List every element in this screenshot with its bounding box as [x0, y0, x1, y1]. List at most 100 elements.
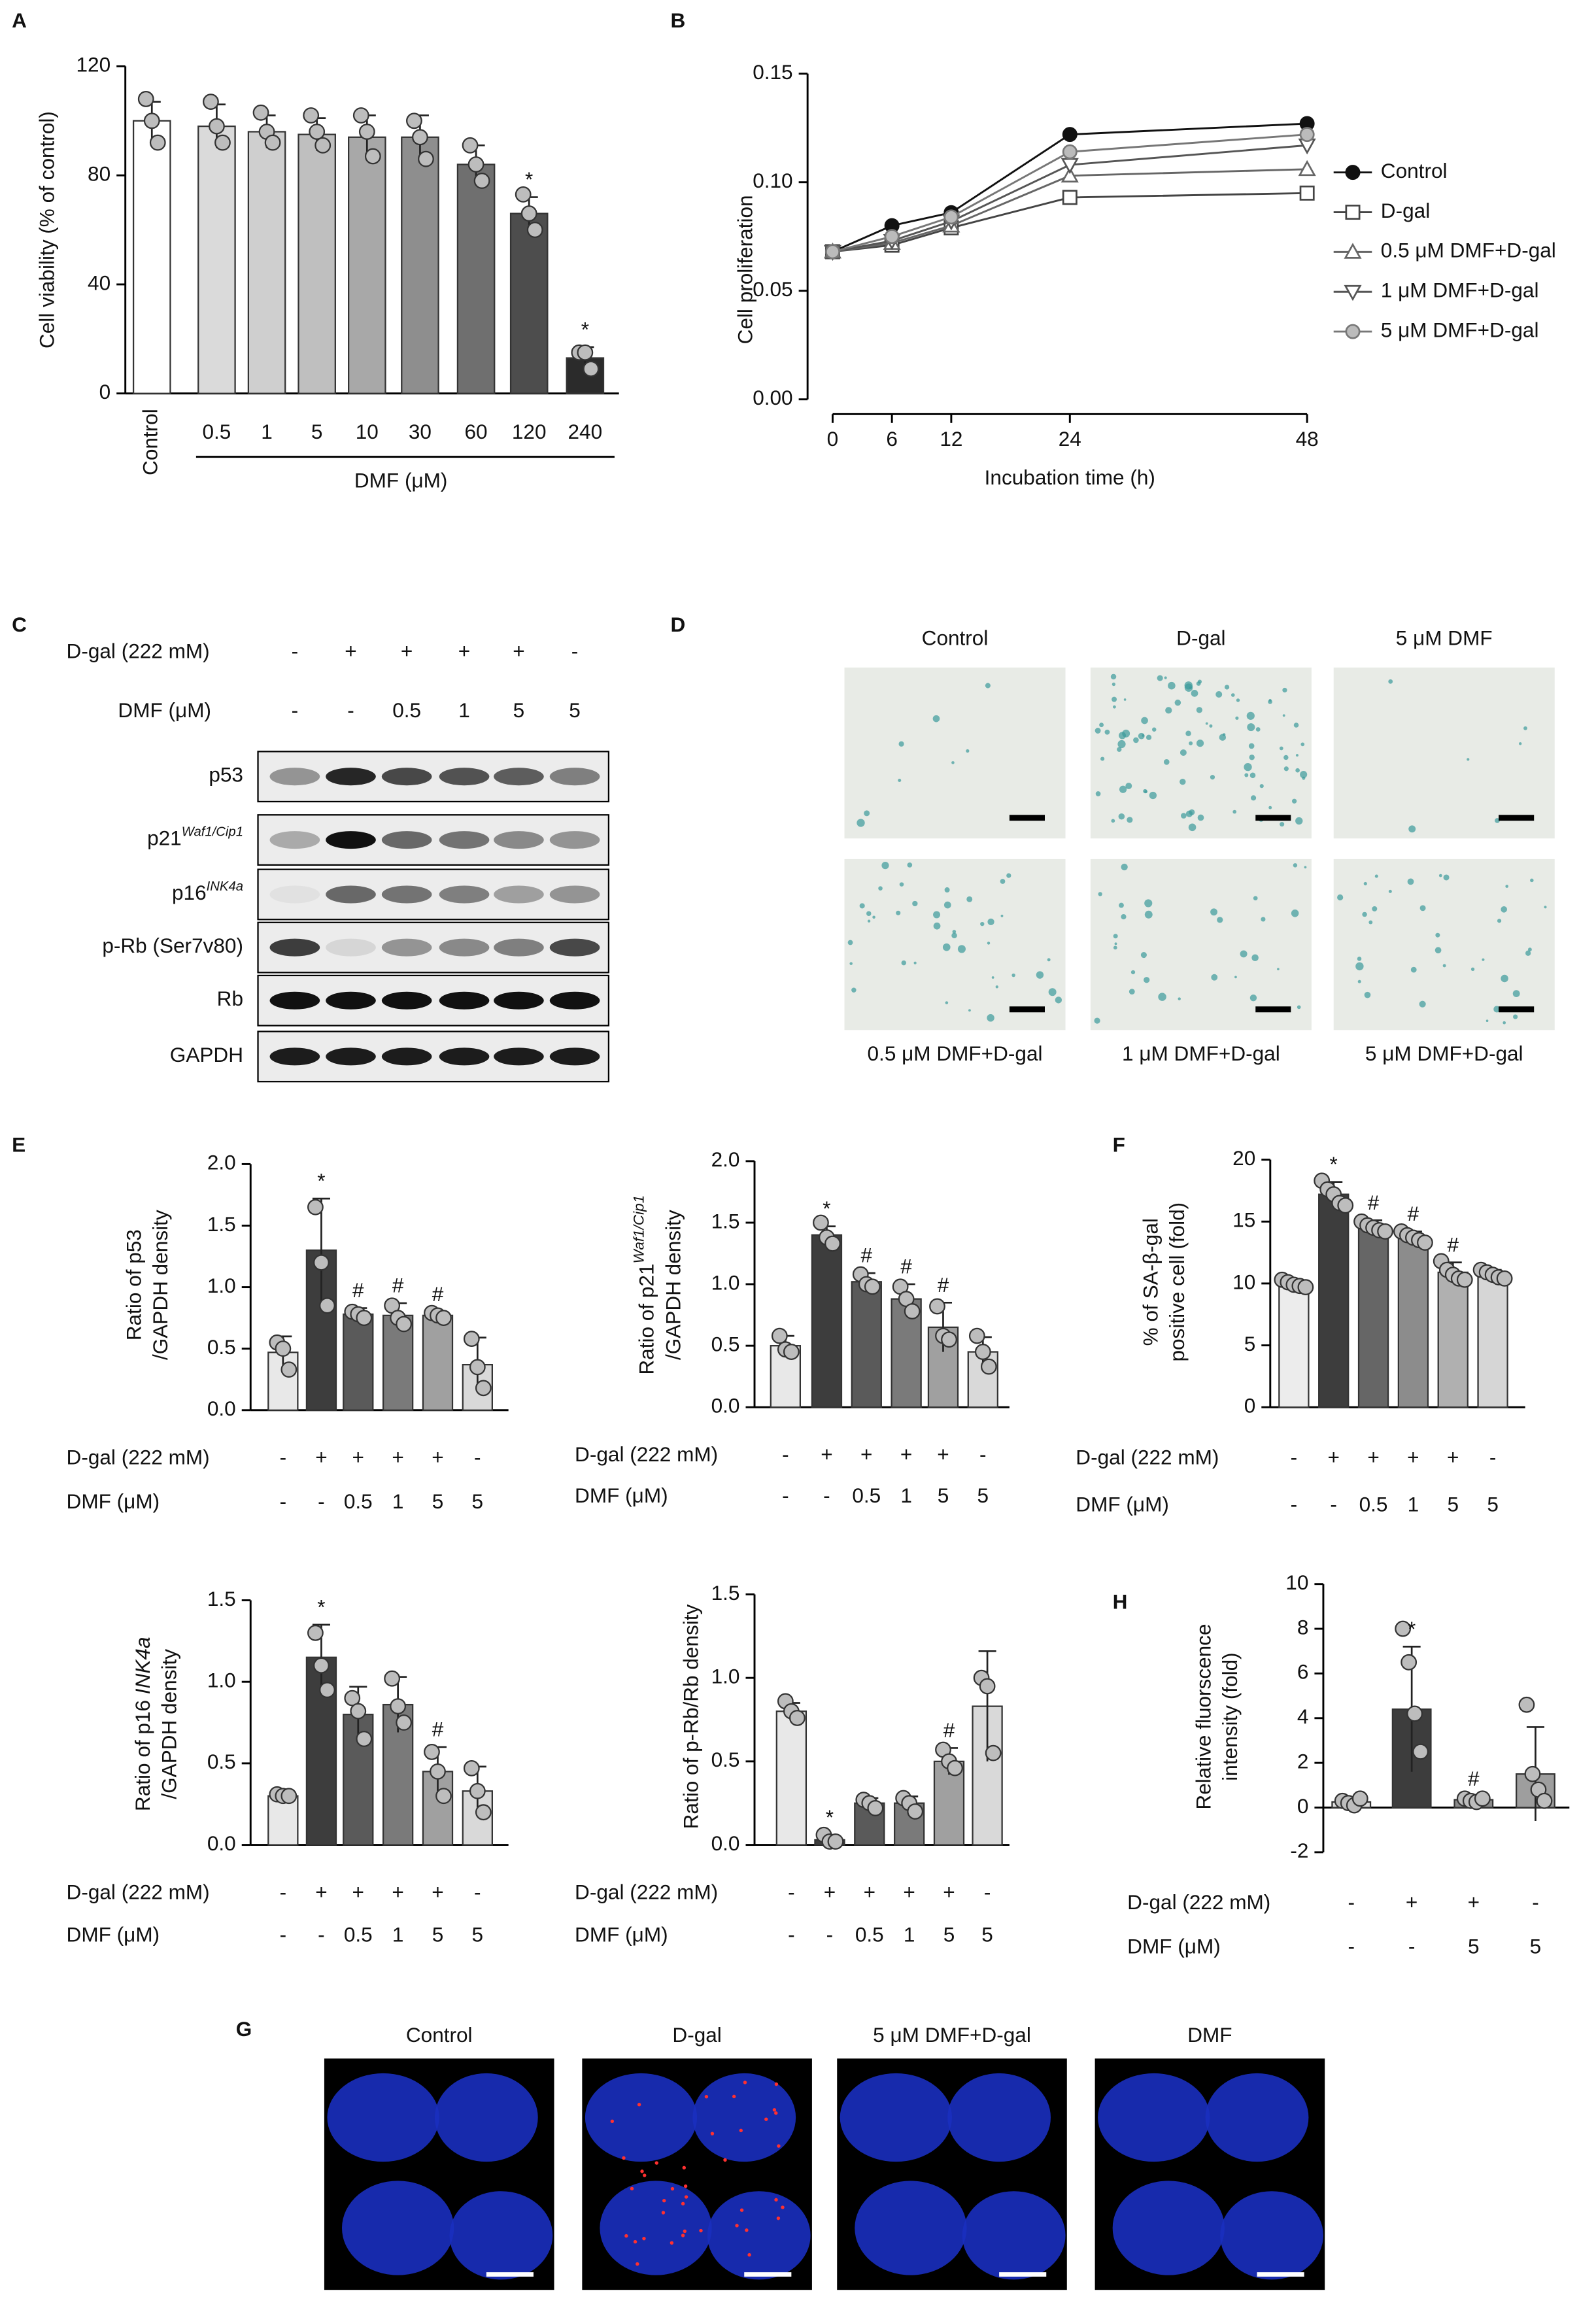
stain-dot — [1248, 743, 1255, 749]
stain-dot — [1438, 874, 1442, 877]
stain-dot — [1149, 791, 1157, 800]
stain-dot — [1518, 742, 1522, 745]
foci — [624, 2234, 628, 2238]
nucleus — [585, 2073, 698, 2162]
blot-band — [439, 831, 490, 849]
stain-dot — [1157, 675, 1163, 681]
bar — [197, 126, 236, 394]
y-tick-label: 2.0 — [207, 1151, 236, 1174]
bar — [348, 136, 386, 394]
blot-band — [269, 885, 320, 904]
stain-dot — [1095, 791, 1101, 796]
stain-dot — [1295, 768, 1300, 773]
stain-dot — [851, 987, 857, 993]
blot-row-label: p16INK4a — [172, 879, 243, 904]
data-point — [1524, 1765, 1541, 1782]
stain-dot — [1144, 977, 1150, 983]
blot-row-label-part: Rb — [217, 987, 243, 1011]
condition-value: + — [315, 1445, 327, 1469]
stain-dot — [1130, 970, 1136, 975]
stain-dot — [1501, 906, 1508, 913]
data-point — [435, 1788, 452, 1805]
micrograph — [844, 858, 1066, 1030]
data-point — [319, 1297, 335, 1314]
blot-condition-label: DMF (μM) — [118, 698, 211, 722]
condition-value: - — [1408, 1935, 1416, 1958]
stain-dot — [1234, 976, 1237, 979]
x-tick-label: 12 — [940, 427, 962, 450]
nucleus — [434, 2073, 538, 2162]
stain-dot — [1174, 699, 1181, 706]
stain-dot — [1112, 682, 1116, 687]
bar — [851, 1281, 882, 1408]
stain-dot — [1099, 722, 1104, 728]
blot-band — [269, 1047, 320, 1066]
stain-dot — [1497, 919, 1502, 923]
stain-dot — [1268, 699, 1272, 704]
foci — [735, 2224, 739, 2228]
condition-label: DMF (μM) — [575, 1923, 668, 1946]
y-tick-label: 0.5 — [711, 1332, 740, 1355]
blot-band — [269, 938, 320, 957]
blot-band — [381, 1047, 432, 1066]
stain-dot — [1006, 873, 1011, 878]
scale-bar — [1499, 1006, 1535, 1013]
data-point — [864, 1278, 881, 1295]
significance-mark: # — [1408, 1202, 1419, 1225]
stain-dot — [1374, 874, 1378, 878]
blot-strip — [257, 814, 610, 866]
data-point — [406, 112, 422, 129]
condition-value: - — [826, 1923, 834, 1946]
bar — [1278, 1282, 1310, 1408]
data-point — [1496, 1270, 1513, 1287]
condition-value: + — [824, 1880, 836, 1903]
condition-value: 5 — [432, 1489, 444, 1513]
y-tick-label: 0.0 — [207, 1397, 236, 1420]
condition-value: - — [280, 1880, 287, 1903]
data-point — [520, 205, 537, 222]
data-point — [203, 94, 219, 110]
blot-condition-value: - — [292, 698, 299, 722]
stain-dot — [1196, 681, 1201, 686]
condition-value: 5 — [1487, 1493, 1499, 1516]
axis-title-part: % of SA-β-gal — [1139, 1218, 1163, 1346]
stain-dot — [1544, 906, 1547, 909]
stain-dot — [1036, 971, 1044, 979]
data-point — [771, 1327, 788, 1344]
data-point — [1536, 1792, 1553, 1809]
data-point — [1062, 127, 1078, 143]
blot-row-label-sup: Waf1/Cip1 — [182, 825, 243, 840]
blot-band — [549, 768, 600, 786]
significance-mark: * — [826, 1805, 834, 1829]
y-tick-label: 15 — [1232, 1208, 1255, 1232]
stain-dot — [878, 886, 883, 891]
stain-dot — [1180, 778, 1186, 785]
y-tick-label: 2 — [1297, 1749, 1309, 1773]
stain-dot — [951, 761, 955, 764]
stain-dot — [1113, 945, 1117, 950]
stain-dot — [866, 911, 872, 916]
condition-value: 0.5 — [852, 1484, 881, 1507]
stain-dot — [1249, 755, 1255, 760]
data-point — [1062, 144, 1078, 160]
stain-dot — [857, 819, 865, 827]
axis-title: Cell proliferation — [734, 195, 757, 344]
bar — [401, 136, 439, 394]
stain-dot — [1188, 823, 1197, 832]
condition-value: 5 — [981, 1923, 993, 1946]
legend-marker — [1344, 284, 1362, 301]
stain-dot — [1363, 881, 1367, 886]
condition-value: 0.5 — [855, 1923, 884, 1946]
panel-label: B — [671, 8, 686, 32]
stain-dot — [1435, 947, 1442, 954]
foci — [637, 2103, 641, 2107]
condition-label: DMF (μM) — [575, 1484, 668, 1507]
data-point — [280, 1788, 297, 1805]
data-point — [418, 150, 434, 167]
micrograph-label: 0.5 μM DMF+D-gal — [868, 1042, 1043, 1065]
blot-condition-value: + — [458, 639, 470, 663]
stain-dot — [1114, 942, 1117, 945]
stain-dot — [1144, 899, 1153, 908]
stain-dot — [1277, 968, 1280, 971]
data-point — [827, 1833, 844, 1850]
